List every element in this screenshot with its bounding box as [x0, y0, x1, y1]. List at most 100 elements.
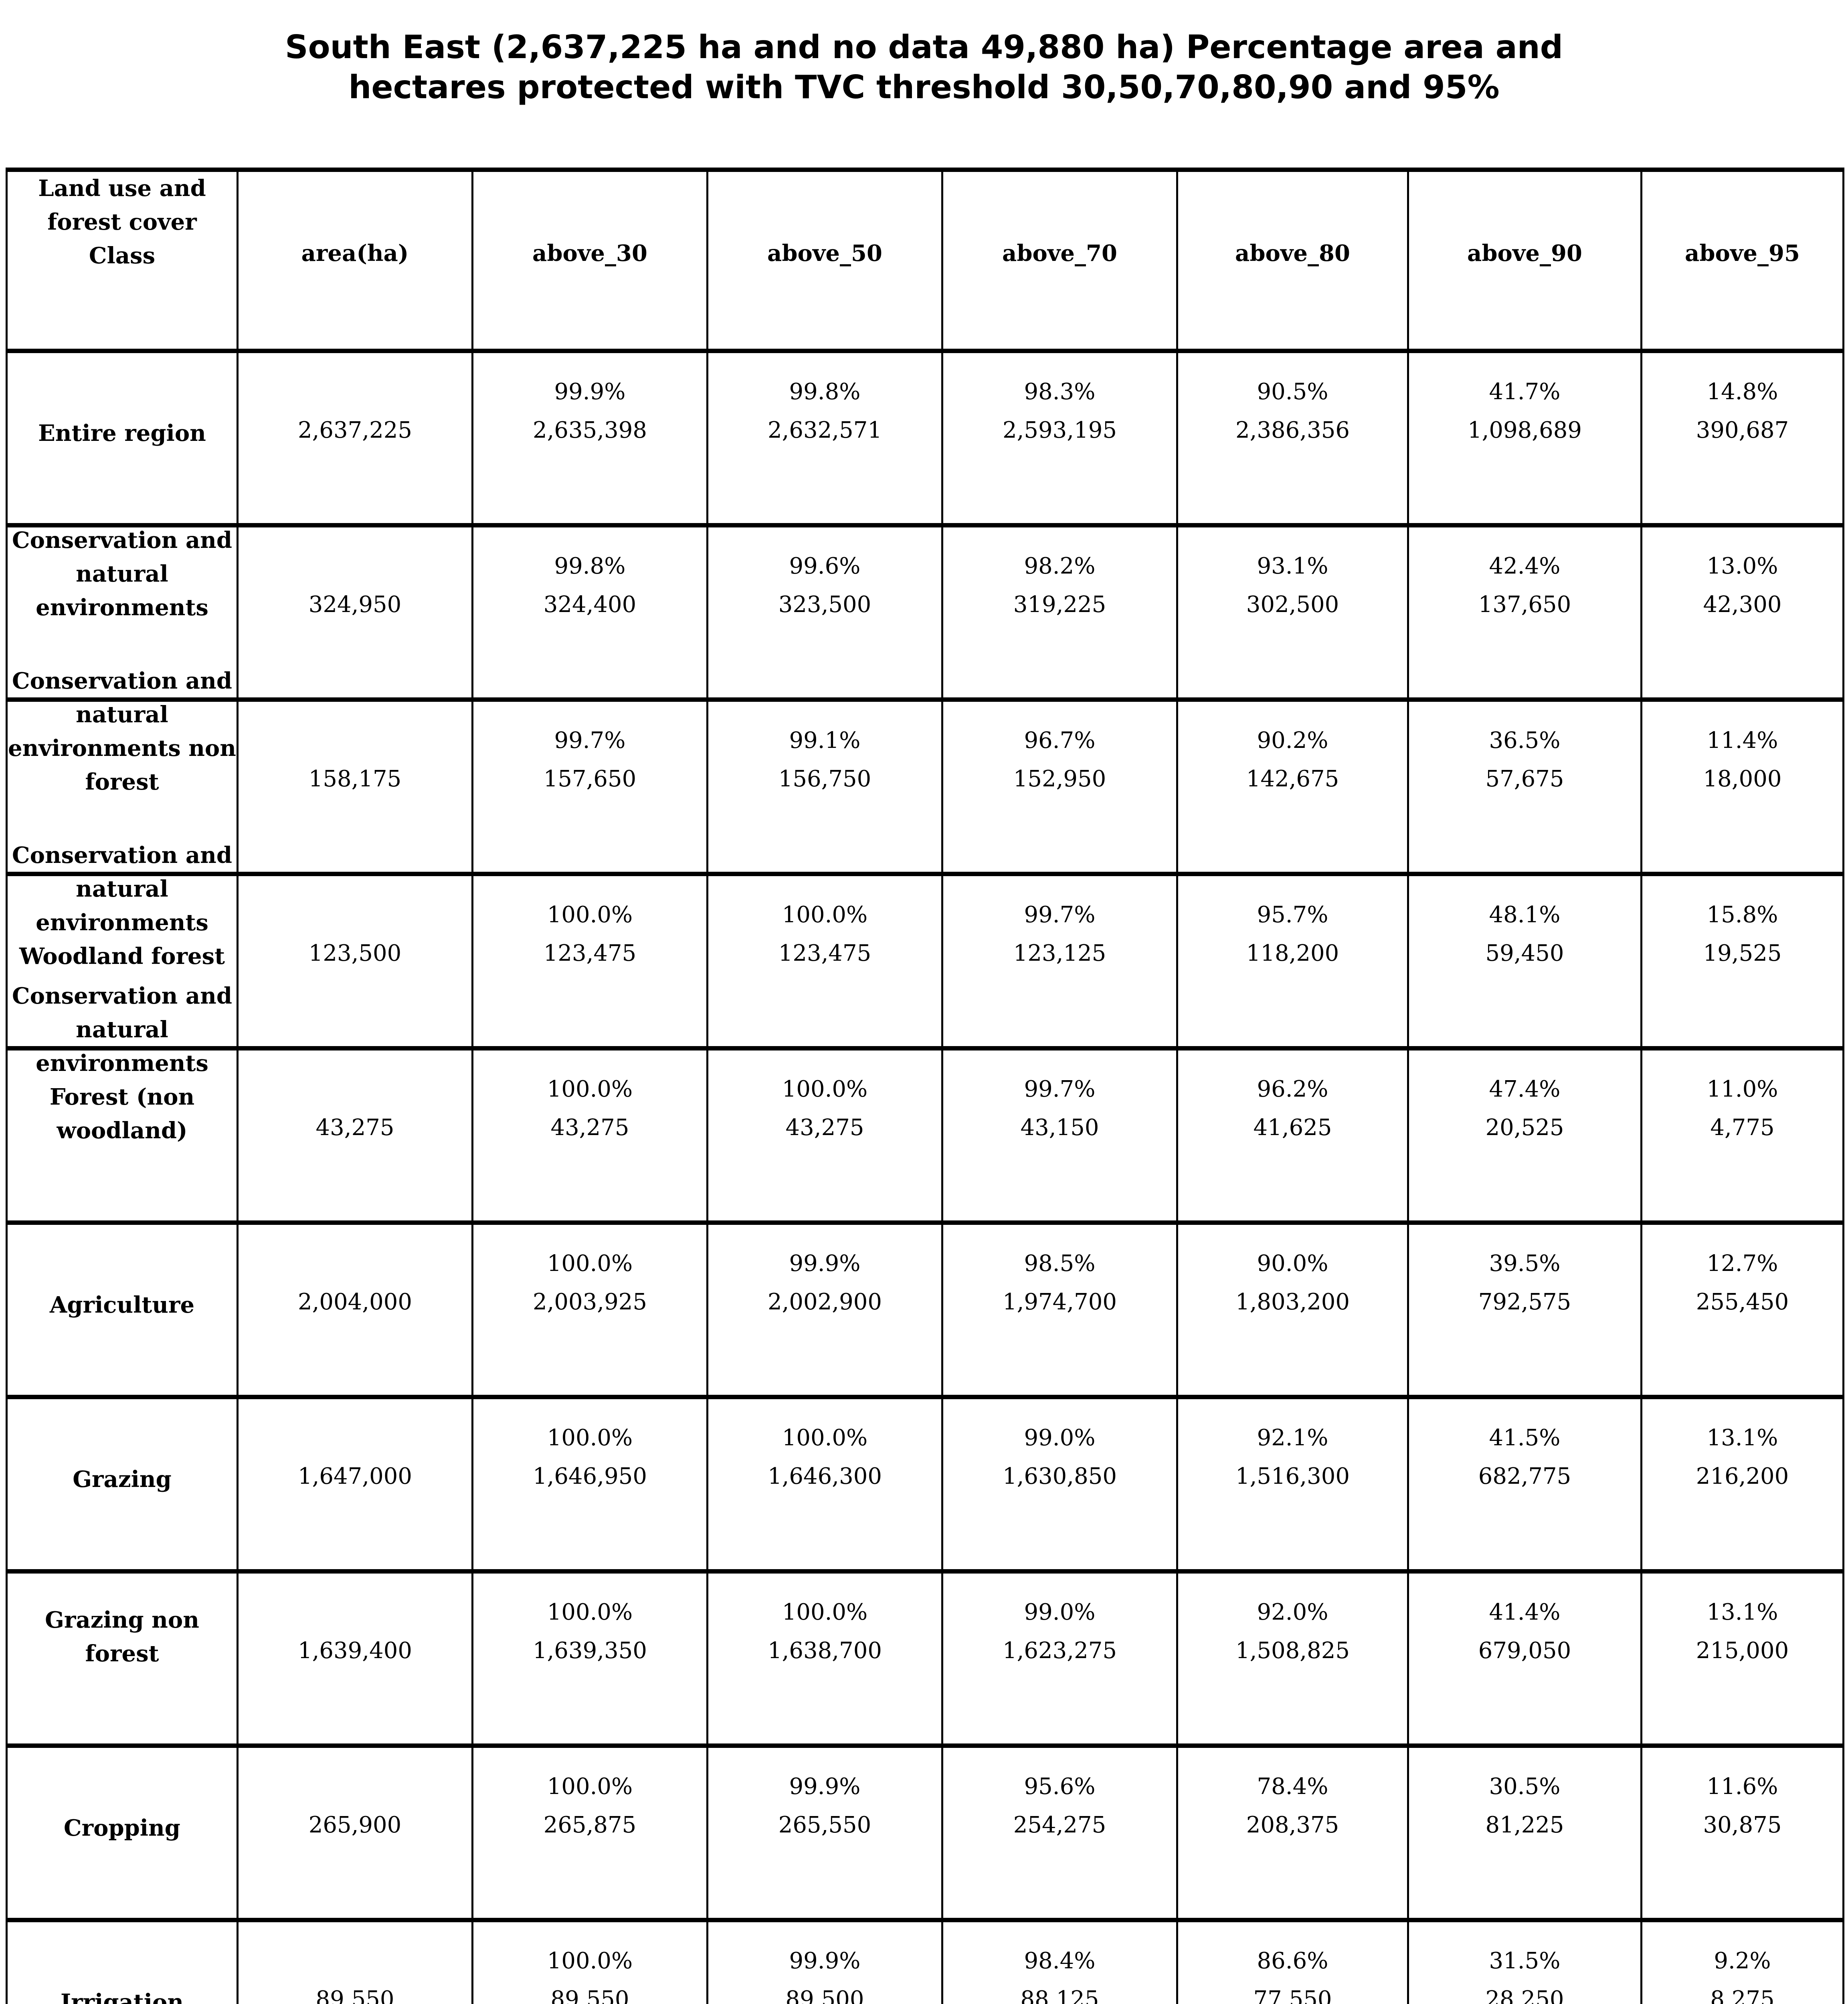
percent-value: 11.0% — [1706, 1076, 1778, 1103]
percent-value: 100.0% — [782, 1425, 868, 1451]
percent-value: 99.7% — [1024, 1076, 1096, 1103]
hectares-value: 679,050 — [1478, 1638, 1571, 1664]
threshold-cell: 41.5% 682,775 — [1409, 1399, 1640, 1496]
threshold-cell: 96.7% 152,950 — [943, 702, 1176, 799]
hectares-value: 43,275 — [785, 1115, 864, 1141]
percent-value: 100.0% — [547, 1599, 633, 1626]
hectares-value: 152,950 — [1013, 766, 1106, 792]
percent-value: 99.8% — [554, 553, 626, 580]
percent-value: 96.2% — [1257, 1076, 1328, 1103]
threshold-cell: 98.5% 1,974,700 — [943, 1225, 1176, 1322]
hectares-value: 89,500 — [785, 1986, 864, 2004]
percent-value: 98.3% — [1024, 379, 1096, 405]
table-cell: 1,647,000 — [237, 1395, 473, 1574]
table-cell: 13.0% 42,300 — [1640, 523, 1844, 702]
table-cell: 9.2% 8,275 — [1640, 1918, 1844, 2004]
table-cell: 100.0% 43,275 — [706, 1046, 943, 1225]
table-cell: 99.7% 157,650 — [471, 697, 708, 876]
percent-value: 99.8% — [789, 379, 861, 405]
percent-value: 78.4% — [1257, 1774, 1328, 1800]
table-header-cell: area(ha) — [237, 168, 473, 353]
hectares-value: 323,500 — [778, 592, 871, 618]
table-cell: 13.1% 216,200 — [1640, 1395, 1844, 1574]
table-cell: 100.0% 1,638,700 — [706, 1569, 943, 1748]
table-header-cell: above_80 — [1176, 168, 1409, 353]
threshold-cell: 14.8% 390,687 — [1642, 353, 1842, 450]
hectares-value: 792,575 — [1478, 1289, 1571, 1315]
hectares-value: 1,639,350 — [532, 1638, 647, 1664]
threshold-cell: 48.1% 59,450 — [1409, 876, 1640, 973]
threshold-cell: 90.2% 142,675 — [1178, 702, 1407, 799]
area-value: 89,550 — [315, 1986, 394, 2004]
table-cell: 42.4% 137,650 — [1407, 523, 1642, 702]
percent-value: 100.0% — [782, 1076, 868, 1103]
table-cell: 15.8% 19,525 — [1640, 872, 1844, 1050]
table-cell: 99.7% 123,125 — [941, 872, 1178, 1050]
table-cell: 47.4% 20,525 — [1407, 1046, 1642, 1225]
table-cell: 90.0% 1,803,200 — [1176, 1220, 1409, 1399]
hectares-value: 215,000 — [1696, 1638, 1789, 1664]
table-cell: 48.1% 59,450 — [1407, 872, 1642, 1050]
threshold-cell: 11.0% 4,775 — [1642, 1050, 1842, 1147]
hectares-value: 123,475 — [778, 940, 871, 967]
table-cell: 11.4% 18,000 — [1640, 697, 1844, 876]
percent-value: 99.1% — [789, 727, 861, 754]
table-row: Conservation and natural environments Wo… — [6, 842, 1844, 1050]
hectares-value: 43,150 — [1020, 1115, 1099, 1141]
row-label: Irrigation — [60, 1989, 184, 2004]
percent-value: 41.5% — [1489, 1425, 1561, 1451]
table-cell: 100.0% 1,639,350 — [471, 1569, 708, 1748]
threshold-cell: 31.5% 28,250 — [1409, 1922, 1640, 2004]
table-cell: 99.8% 324,400 — [471, 523, 708, 702]
table-cell: 2,004,000 — [237, 1220, 473, 1399]
hectares-value: 255,450 — [1696, 1289, 1789, 1315]
percent-value: 36.5% — [1489, 727, 1561, 754]
table-cell: 92.1% 1,516,300 — [1176, 1395, 1409, 1574]
row-label: Conservation and natural environments — [12, 527, 232, 621]
threshold-cell: 98.3% 2,593,195 — [943, 353, 1176, 450]
hectares-value: 81,225 — [1485, 1812, 1564, 1838]
hectares-value: 2,593,195 — [1002, 417, 1117, 444]
threshold-cell: 11.6% 30,875 — [1642, 1748, 1842, 1845]
table-row: Cropping 265,900 100.0% 265,875 99.9% 265,550… — [6, 1743, 1844, 1922]
header-class-label: Land use and forest cover Class — [38, 175, 206, 269]
table-cell: 123,500 — [237, 872, 473, 1050]
threshold-cell: 99.9% 265,550 — [708, 1748, 941, 1845]
hectares-value: 2,635,398 — [532, 417, 647, 444]
table-cell: 100.0% 89,550 — [471, 1918, 708, 2004]
table-cell: 98.4% 88,125 — [941, 1918, 1178, 2004]
table-cell: 36.5% 57,675 — [1407, 697, 1642, 876]
percent-value: 100.0% — [782, 1599, 868, 1626]
threshold-cell: 100.0% 89,550 — [473, 1922, 706, 2004]
hectares-value: 1,098,689 — [1467, 417, 1582, 444]
threshold-cell: 13.1% 216,200 — [1642, 1399, 1842, 1496]
hectares-value: 41,625 — [1253, 1115, 1332, 1141]
table-cell: 96.2% 41,625 — [1176, 1046, 1409, 1225]
threshold-cell: 99.8% 324,400 — [473, 527, 706, 624]
threshold-cell: 95.6% 254,275 — [943, 1748, 1176, 1845]
percent-value: 95.7% — [1257, 902, 1328, 928]
threshold-cell: 86.6% 77,550 — [1178, 1922, 1407, 2004]
header-above70-label: above_70 — [1002, 240, 1117, 267]
threshold-cell: 100.0% 2,003,925 — [473, 1225, 706, 1322]
header-above95-label: above_95 — [1685, 240, 1800, 267]
table-cell: 31.5% 28,250 — [1407, 1918, 1642, 2004]
threshold-cell: 99.1% 156,750 — [708, 702, 941, 799]
hectares-value: 157,650 — [543, 766, 637, 792]
table-row: Conservation and natural environments 324… — [6, 523, 1844, 702]
table-cell: 13.1% 215,000 — [1640, 1569, 1844, 1748]
threshold-cell: 41.4% 679,050 — [1409, 1574, 1640, 1671]
percent-value: 96.7% — [1024, 727, 1096, 754]
hectares-value: 118,200 — [1246, 940, 1339, 967]
threshold-cell: 100.0% 1,646,950 — [473, 1399, 706, 1496]
hectares-value: 20,525 — [1485, 1115, 1564, 1141]
table-cell: 14.8% 390,687 — [1640, 349, 1844, 527]
hectares-value: 265,550 — [778, 1812, 871, 1838]
area-value: 1,647,000 — [297, 1463, 412, 1490]
table-cell: 99.0% 1,623,275 — [941, 1569, 1178, 1748]
table-cell: 78.4% 208,375 — [1176, 1743, 1409, 1922]
table-cell: Entire region — [6, 349, 239, 527]
table-cell: 93.1% 302,500 — [1176, 523, 1409, 702]
hectares-value: 89,550 — [550, 1986, 629, 2004]
